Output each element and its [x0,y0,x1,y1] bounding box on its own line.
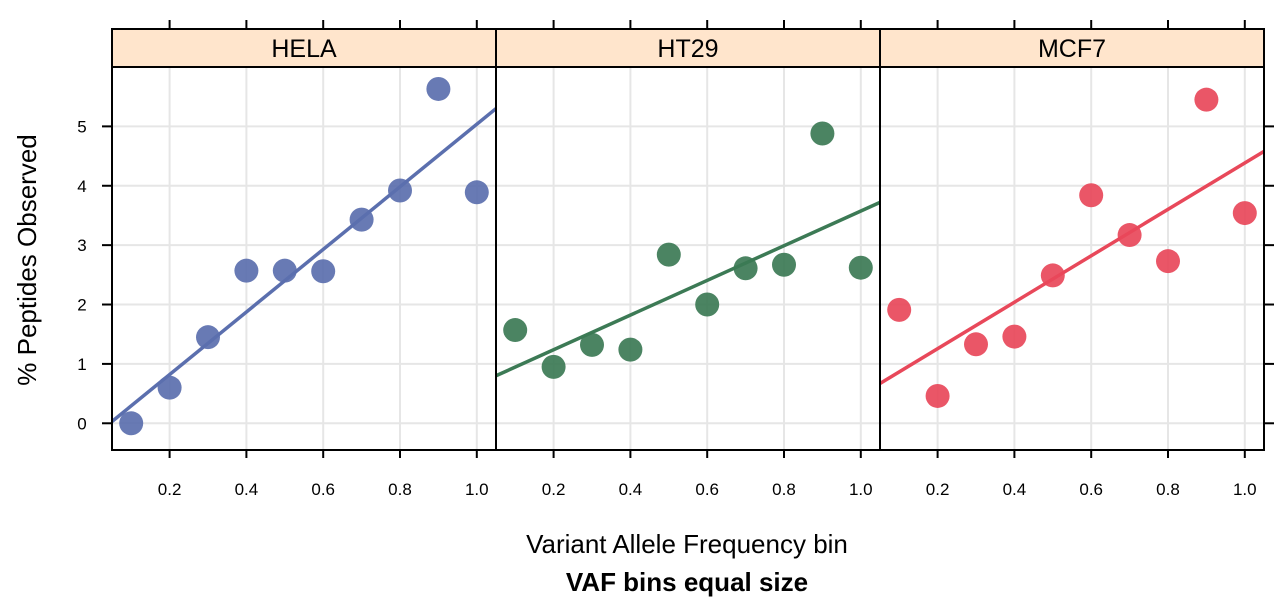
axes: 0.2 0.4 0.6 0.8 1.0 0.2 0.4 0.6 0.8 1.0 0.2 0.4 0.6 0… [77,20,1274,499]
data-point [464,180,489,205]
x-tick-label: 0.4 [235,480,259,499]
y-tick-label: 3 [77,236,86,255]
x-tick-label: 0.2 [542,480,566,499]
fit-line [110,107,498,423]
y-tick-label: 4 [77,177,86,196]
data-point [580,332,604,357]
x-tick-label: 1.0 [1233,480,1257,499]
data-point [964,332,988,357]
data-point [157,375,182,400]
y-tick-label: 0 [77,414,86,433]
fit-line [879,149,1265,385]
data-point [887,297,912,322]
x-tick-label: 0.6 [695,480,719,499]
strip-label: HT29 [657,35,718,63]
panel-mcf7: MCF7 [879,28,1265,451]
panels: HELA HT29 MCF7 [110,28,1265,451]
y-tick-label: 5 [77,117,86,136]
data-point [848,255,873,280]
data-point [388,178,412,203]
x-tick-label: 0.4 [619,480,643,499]
x-tick-label: 0.8 [1156,480,1180,499]
data-point [196,325,220,350]
data-point [1117,223,1142,248]
data-point [656,242,681,267]
fit-line [495,200,881,378]
data-point [1156,249,1180,274]
data-point [1002,324,1027,349]
panel-hela: HELA [110,28,498,451]
y-tick-label: 1 [77,355,86,374]
data-point [234,258,259,283]
data-point [119,411,144,436]
panel-ht29: HT29 [495,28,881,451]
data-point [810,121,835,146]
data-point [541,354,566,379]
data-point [1079,183,1104,208]
x-tick-label: 0.8 [388,480,412,499]
data-point [1040,263,1065,288]
data-point [426,76,451,101]
x-tick-label: 1.0 [465,480,489,499]
x-tick-label: 0.2 [158,480,182,499]
strip-hela [111,28,497,68]
panel-frame [879,66,1265,451]
x-tick-label: 0.6 [311,480,335,499]
x-tick-label: 1.0 [849,480,873,499]
x-tick-label: 0.2 [926,480,950,499]
chart-subtitle: VAF bins equal size [566,567,808,597]
data-point [349,207,374,232]
strip-label: MCF7 [1038,35,1106,63]
data-point [503,318,528,343]
data-point [1232,201,1257,226]
y-axis-label: % Peptides Observed [12,134,42,385]
data-point [733,256,758,281]
strip-label: HELA [271,35,337,63]
data-point [772,252,796,277]
data-point [311,259,336,284]
x-tick-label: 0.6 [1079,480,1103,499]
data-point [695,292,720,317]
data-point [1194,87,1219,112]
data-point [925,383,950,408]
data-point [272,258,297,283]
y-tick-label: 2 [77,296,86,315]
x-tick-label: 0.8 [772,480,796,499]
x-axis-label: Variant Allele Frequency bin [526,529,848,559]
x-tick-label: 0.4 [1003,480,1027,499]
strip-ht29 [495,28,881,68]
data-point [618,337,643,362]
strip-mcf7 [879,28,1265,68]
